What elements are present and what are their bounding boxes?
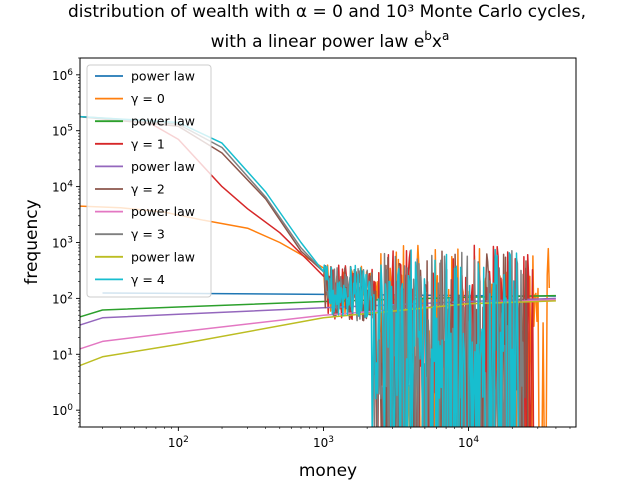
x-tick-label: 102: [168, 435, 189, 450]
x-tick-label: 103: [313, 435, 334, 450]
y-tick-label: 104: [52, 180, 73, 195]
legend-label: γ = 1: [131, 136, 165, 151]
chart-title-line-1: distribution of wealth with α = 0 and 10…: [68, 2, 586, 22]
plot-area: [80, 115, 556, 427]
legend-box: [86, 64, 212, 298]
axes: 102 103 104 100 101 102 103 104 105 106: [52, 57, 571, 450]
legend-label: γ = 3: [131, 227, 165, 242]
x-axis-label: money: [299, 461, 357, 480]
y-tick-label: 102: [52, 291, 73, 306]
legend-label: power law: [131, 159, 195, 174]
x-tick-label: 104: [458, 435, 479, 450]
legend-label: power law: [131, 114, 195, 129]
y-tick-label: 100: [52, 403, 73, 418]
y-tick-label: 101: [52, 347, 73, 362]
y-tick-label: 105: [52, 124, 73, 139]
chart-title-line-2: with a linear power law ebxa: [211, 29, 450, 52]
legend-label: power law: [131, 204, 195, 219]
y-tick-label: 103: [52, 236, 73, 251]
series-line-10: [80, 115, 519, 427]
legend-label: power law: [131, 249, 195, 264]
legend-label: γ = 2: [131, 182, 165, 197]
legend: power law γ = 0 power law γ = 1 power law γ =…: [86, 64, 212, 298]
legend-label: γ = 0: [131, 91, 165, 106]
y-tick-label: 106: [52, 68, 73, 83]
legend-label: power law: [131, 69, 195, 84]
y-axis-label: frequency: [22, 199, 42, 284]
legend-label: γ = 4: [131, 272, 165, 287]
